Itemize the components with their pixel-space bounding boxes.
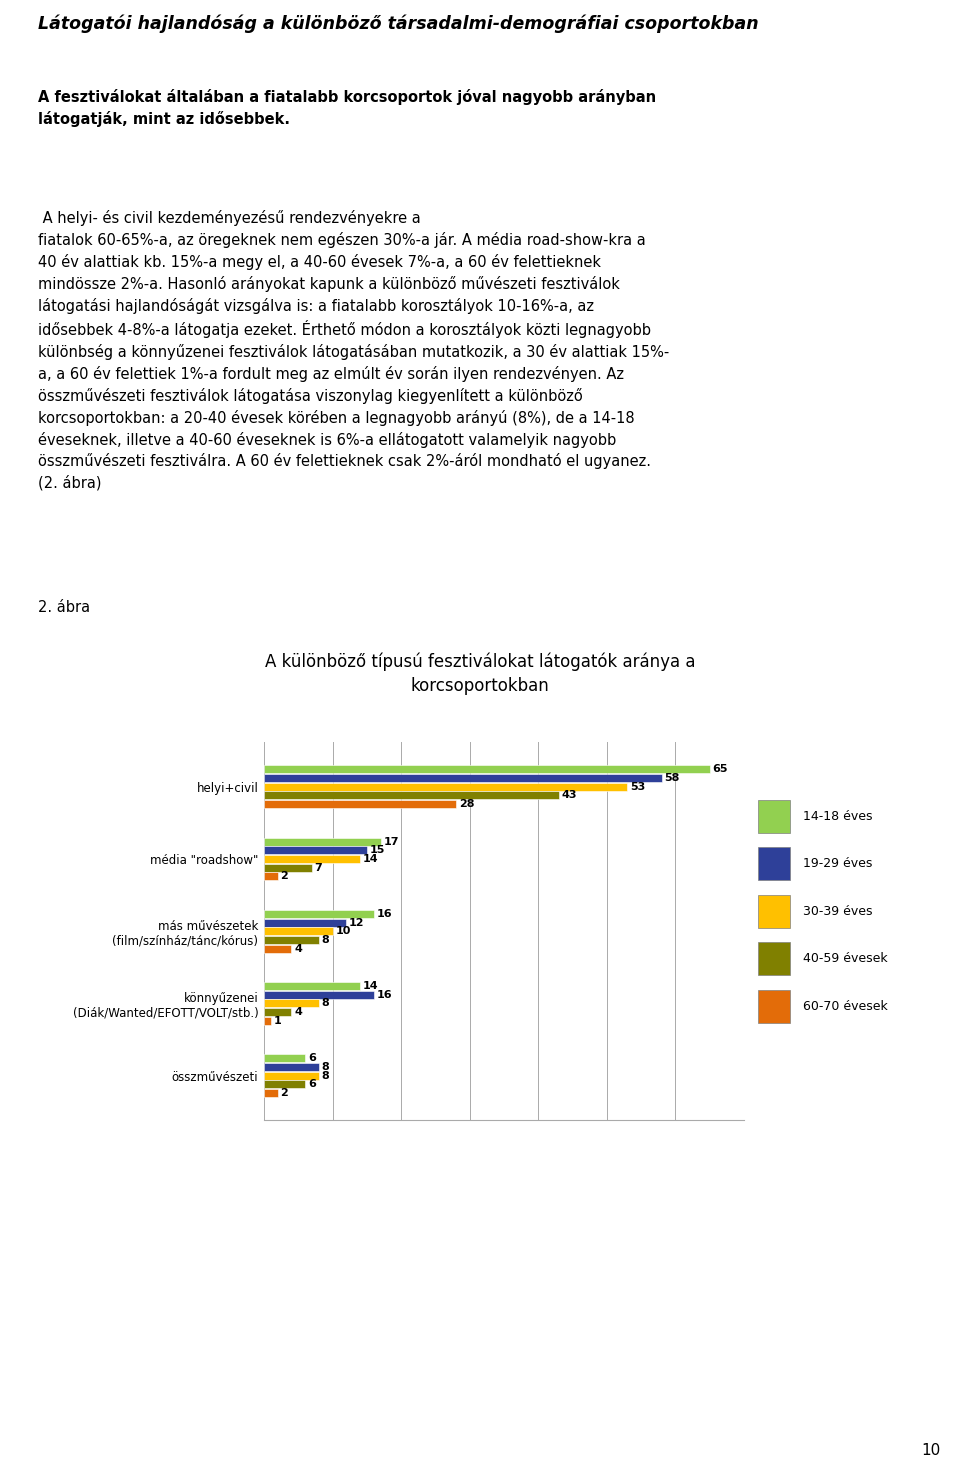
Bar <box>264 944 292 953</box>
Text: 17: 17 <box>383 837 398 847</box>
Bar <box>264 837 380 846</box>
FancyBboxPatch shape <box>758 847 790 880</box>
Bar <box>264 928 332 935</box>
Bar <box>264 1054 305 1063</box>
Bar <box>264 791 559 800</box>
Text: 19-29 éves: 19-29 éves <box>803 858 873 870</box>
Text: 16: 16 <box>376 990 392 1000</box>
Text: A különböző típusú fesztiválokat látogatók aránya a
korcsoportokban: A különböző típusú fesztiválokat látogat… <box>265 653 695 695</box>
Text: 4: 4 <box>294 1008 302 1017</box>
Text: 28: 28 <box>459 798 474 809</box>
Bar <box>264 782 628 791</box>
Bar <box>264 1071 319 1080</box>
Bar <box>264 766 709 773</box>
Text: 10: 10 <box>335 926 350 936</box>
Text: 15: 15 <box>370 846 385 855</box>
FancyBboxPatch shape <box>758 895 790 928</box>
Text: 12: 12 <box>349 917 365 928</box>
Text: 40-59 évesek: 40-59 évesek <box>803 953 887 965</box>
Bar <box>264 991 373 999</box>
Text: 8: 8 <box>322 1063 329 1071</box>
Text: 8: 8 <box>322 935 329 945</box>
Bar <box>264 1017 271 1025</box>
Text: 2. ábra: 2. ábra <box>38 600 90 616</box>
Bar <box>264 936 319 944</box>
Text: 8: 8 <box>322 1070 329 1080</box>
Text: 6: 6 <box>308 1079 316 1089</box>
Text: 58: 58 <box>664 773 680 784</box>
FancyBboxPatch shape <box>758 990 790 1022</box>
Text: 60-70 évesek: 60-70 évesek <box>803 1000 888 1012</box>
Text: Látogatói hajlandóság a különböző társadalmi-demográfiai csoportokban: Látogatói hajlandóság a különböző társad… <box>38 15 759 33</box>
Text: 65: 65 <box>712 764 728 775</box>
Text: 30-39 éves: 30-39 éves <box>803 905 873 917</box>
Bar <box>264 910 373 919</box>
Bar <box>264 982 360 990</box>
Bar <box>264 999 319 1008</box>
Bar <box>264 800 456 809</box>
Text: 2: 2 <box>280 871 288 881</box>
Text: 7: 7 <box>315 862 323 873</box>
Bar <box>264 873 277 880</box>
Text: A fesztiválokat általában a fiatalabb korcsoportok jóval nagyobb arányban
látoga: A fesztiválokat általában a fiatalabb ko… <box>38 89 657 128</box>
Bar <box>264 1089 277 1097</box>
Text: 10: 10 <box>922 1442 941 1459</box>
Text: 8: 8 <box>322 999 329 1009</box>
Text: 14: 14 <box>363 853 378 864</box>
Text: 43: 43 <box>562 791 577 800</box>
FancyBboxPatch shape <box>758 800 790 833</box>
Text: 53: 53 <box>630 782 645 792</box>
Bar <box>264 919 347 926</box>
Bar <box>264 1080 305 1088</box>
Bar <box>264 1063 319 1071</box>
Bar <box>264 846 367 855</box>
Bar <box>264 864 312 871</box>
Text: 4: 4 <box>294 944 302 954</box>
Bar <box>264 1008 292 1017</box>
Text: 2: 2 <box>280 1088 288 1098</box>
Text: 1: 1 <box>274 1015 281 1025</box>
Bar <box>264 775 661 782</box>
FancyBboxPatch shape <box>758 942 790 975</box>
Bar <box>264 855 360 864</box>
Text: A helyi- és civil kezdeményezésű rendezvényekre a
fiatalok 60-65%-a, az öregekne: A helyi- és civil kezdeményezésű rendezv… <box>38 211 670 491</box>
Text: 6: 6 <box>308 1054 316 1064</box>
Text: 14: 14 <box>363 981 378 991</box>
Text: 16: 16 <box>376 908 392 919</box>
Text: 14-18 éves: 14-18 éves <box>803 810 873 822</box>
